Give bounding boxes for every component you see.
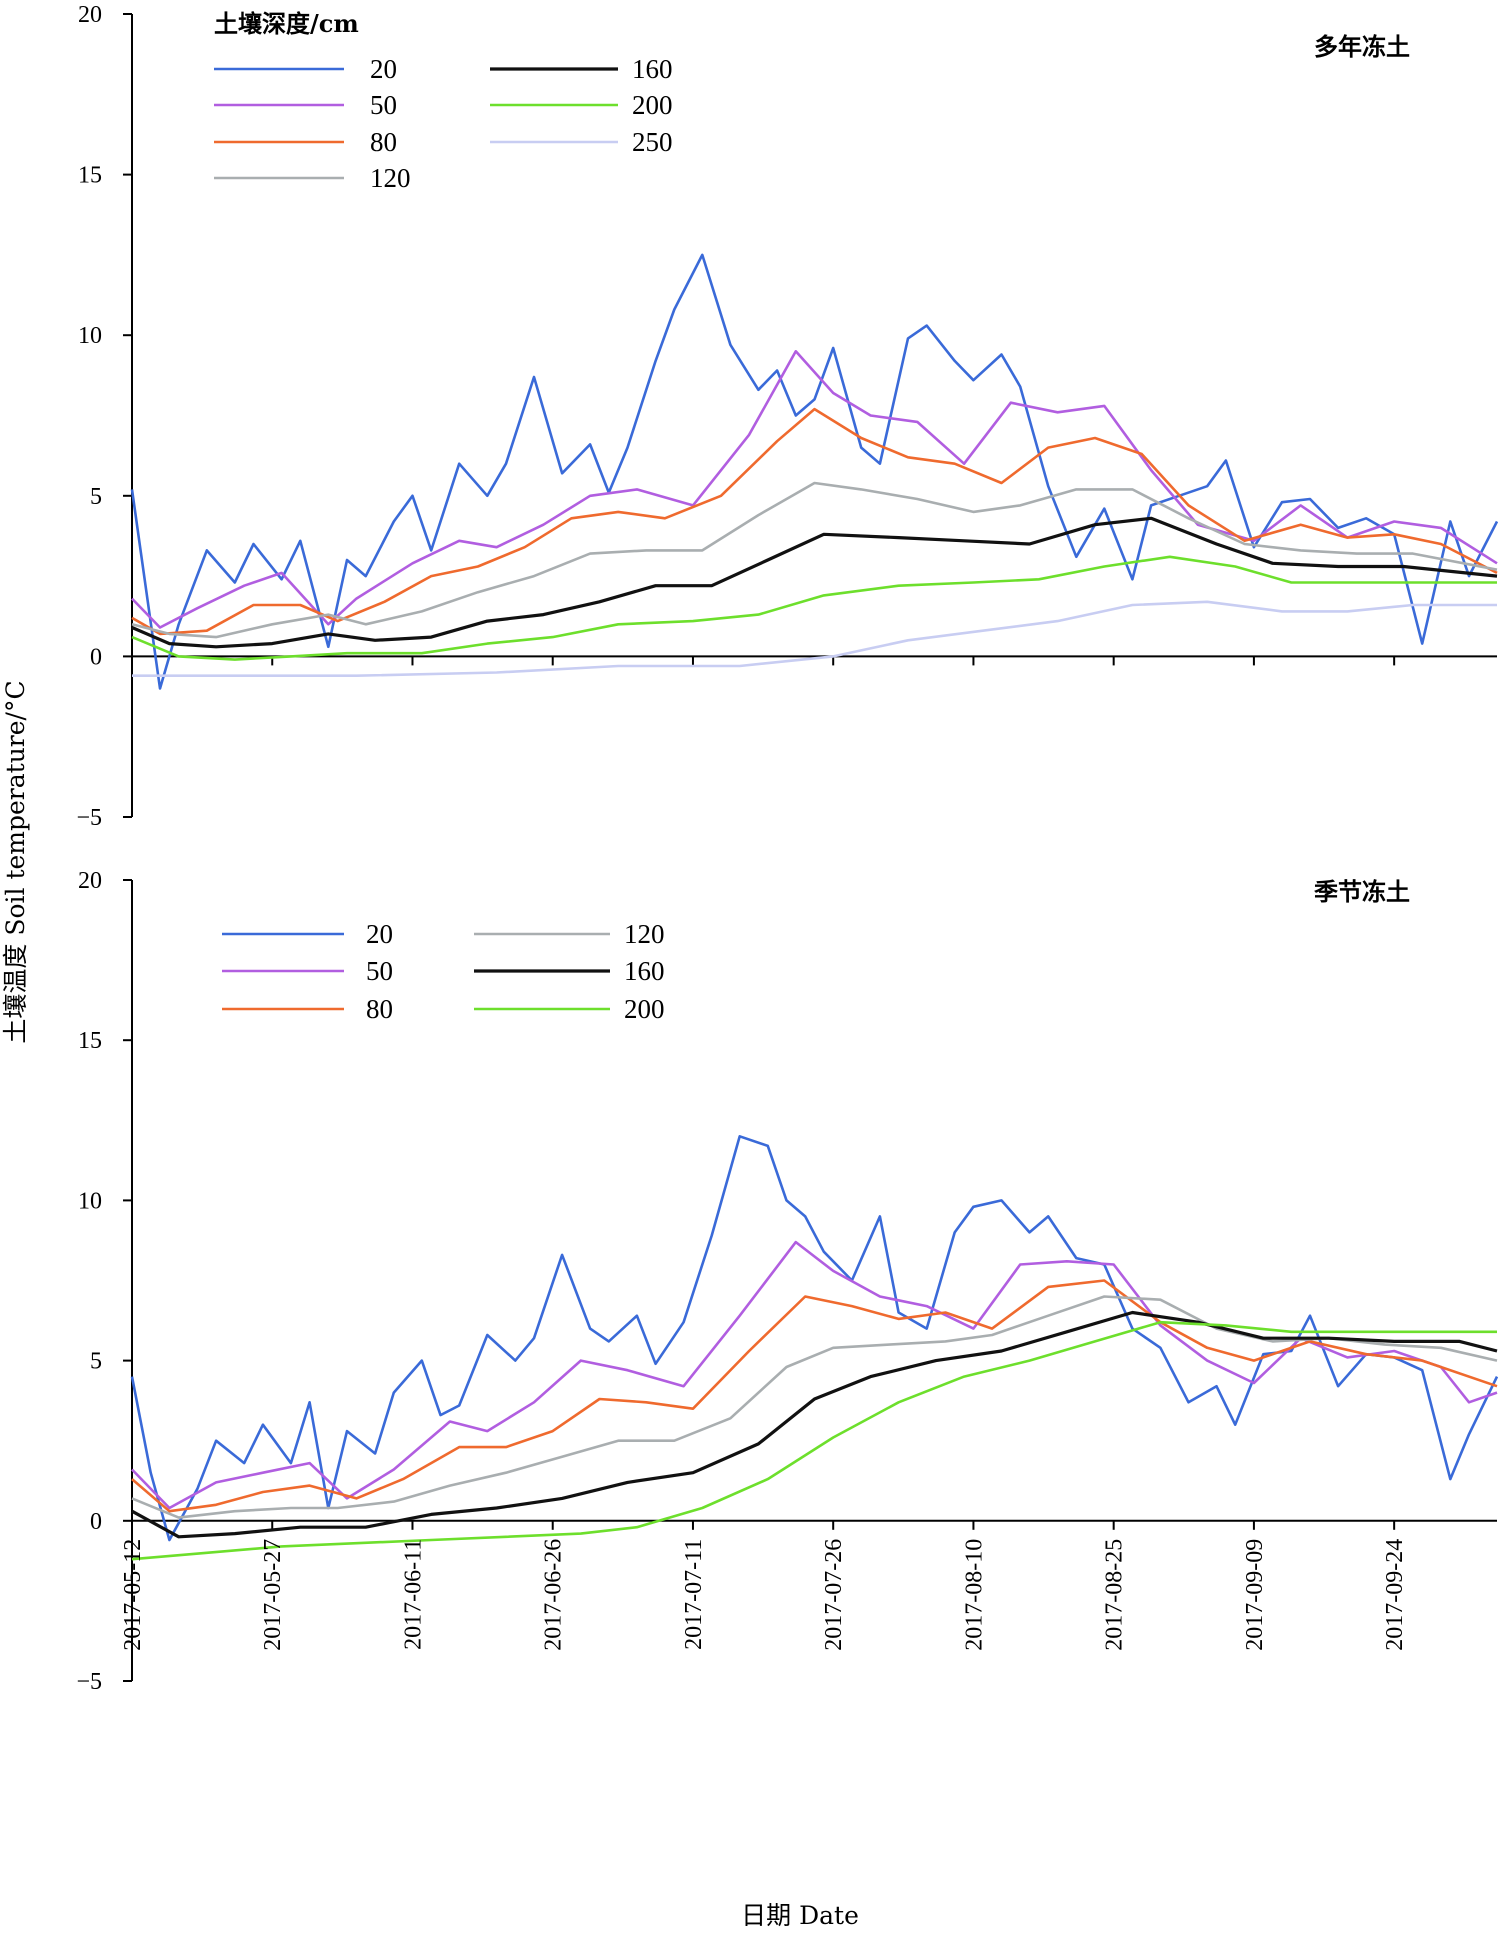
x-tick-label: 2017-09-24 <box>1382 1539 1408 1651</box>
series-line-80 <box>131 407 1498 636</box>
series-line-160 <box>131 516 1498 649</box>
legend-label-50: 50 <box>366 956 393 986</box>
legend-label-160: 160 <box>624 956 665 986</box>
x-tick-label: 2017-07-26 <box>821 1539 847 1651</box>
legend-label-160: 160 <box>632 54 673 84</box>
panel-title-permafrost: 多年冻土 <box>1314 32 1410 61</box>
legend-label-120: 120 <box>370 163 411 193</box>
panel-permafrost: 多年冻土 土壤深度/cm −5 0 5 10 15 20 20 50 80 120 160 200 25… <box>76 2 1498 831</box>
y-tick-label: 5 <box>90 1349 102 1375</box>
series-line-160 <box>131 1310 1498 1539</box>
legend-label-80: 80 <box>370 127 397 157</box>
y-axis-title: 土壤温度 Soil temperature/°C <box>1 680 30 1043</box>
y-tick-label: 10 <box>78 1188 102 1214</box>
legend-label-200: 200 <box>632 90 673 120</box>
series-line-250 <box>132 600 1497 678</box>
legend-label-200: 200 <box>624 994 665 1024</box>
y-tick-label: 15 <box>78 163 102 189</box>
y-tick-label: 0 <box>90 1509 102 1535</box>
legend-title: 土壤深度/cm <box>214 9 359 38</box>
x-tick-label: 2017-09-09 <box>1242 1539 1268 1651</box>
y-tick-label: 5 <box>90 484 102 510</box>
y-tick-label: 10 <box>78 323 102 349</box>
x-tick-label: 2017-08-10 <box>961 1539 987 1651</box>
x-tick-label: 2017-06-11 <box>400 1539 426 1650</box>
legend-label-80: 80 <box>366 994 393 1024</box>
series-line-20 <box>130 1135 1498 1542</box>
series-line-200 <box>131 555 1497 661</box>
series-line-50 <box>131 349 1498 629</box>
legend-label-20: 20 <box>370 54 397 84</box>
x-tick-label: 2017-08-25 <box>1102 1539 1128 1651</box>
y-tick-label: −5 <box>76 805 102 831</box>
y-tick-label: 20 <box>78 2 102 28</box>
panel-title-seasonal: 季节冻土 <box>1314 877 1410 906</box>
x-axis-title: 日期 Date <box>741 1901 859 1930</box>
y-tick-label: 0 <box>90 644 102 670</box>
series-line-20 <box>130 253 1498 690</box>
legend-label-250: 250 <box>632 127 673 157</box>
legend-label-20: 20 <box>366 919 393 949</box>
series-line-120 <box>131 481 1498 639</box>
y-tick-label: 20 <box>78 868 102 894</box>
legend-label-50: 50 <box>370 90 397 120</box>
y-tick-label: −5 <box>76 1669 102 1695</box>
series-line-200 <box>131 1320 1497 1561</box>
x-tick-label: 2017-05-27 <box>260 1539 286 1651</box>
panel-seasonal-frozen-ground: 季节冻土 −5 0 5 10 15 20 20 50 80 120 160 200 <box>76 868 1498 1695</box>
series-line-80 <box>131 1279 1498 1513</box>
series-line-120 <box>131 1295 1498 1519</box>
legend-label-120: 120 <box>624 919 665 949</box>
x-tick-label: 2017-05-12 <box>120 1539 146 1651</box>
x-tick-label: 2017-06-26 <box>541 1539 567 1651</box>
y-tick-label: 15 <box>78 1028 102 1054</box>
x-tick-label: 2017-07-11 <box>681 1539 707 1650</box>
